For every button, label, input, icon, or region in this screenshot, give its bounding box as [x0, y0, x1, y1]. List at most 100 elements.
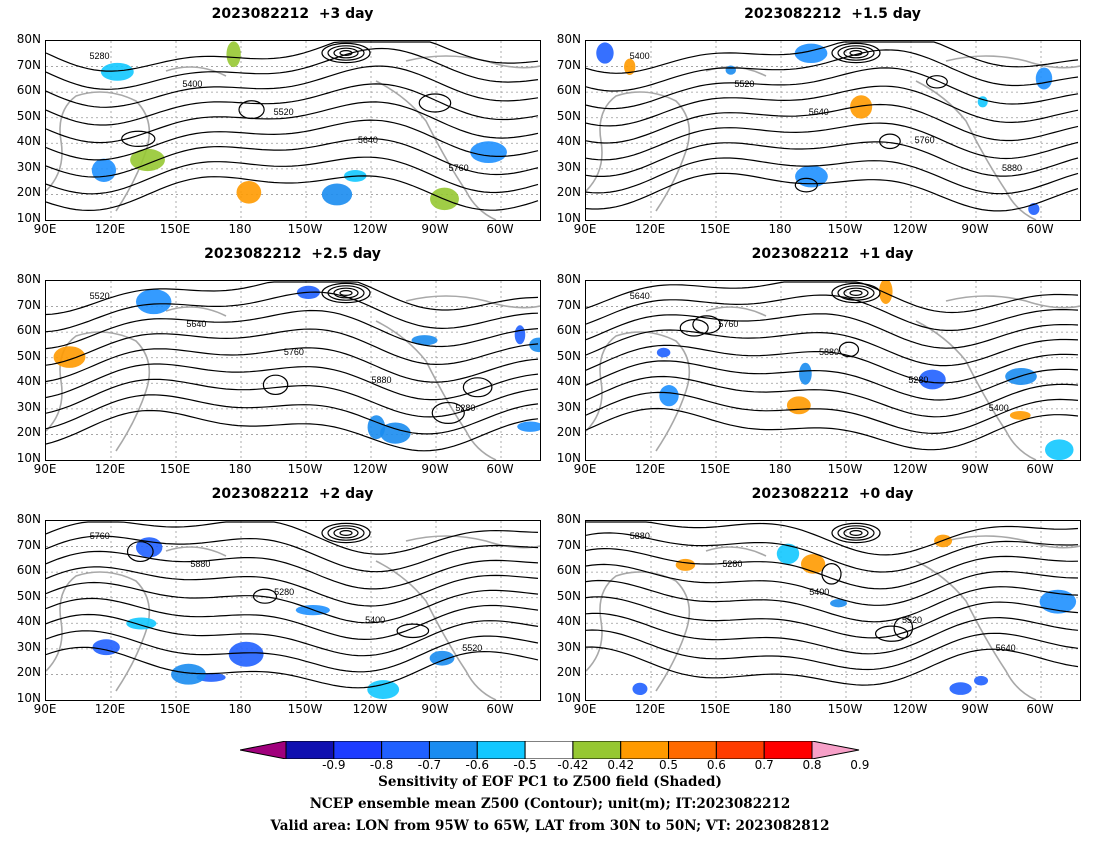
- z500-contour: [586, 157, 1079, 195]
- z500-contour: [46, 175, 539, 212]
- sensitivity-shade: [411, 335, 438, 346]
- z500-contour: [586, 329, 1079, 367]
- lon-tick-label: 120E: [94, 222, 126, 236]
- sensitivity-shade: [429, 650, 455, 666]
- colorbar-tick-label: -0.7: [417, 758, 442, 772]
- z500-contour: [46, 137, 539, 178]
- colorbar-arrow-right: [811, 741, 860, 759]
- colorbar-tick-label: -0.8: [369, 758, 394, 772]
- closed-contour: [121, 130, 156, 147]
- sensitivity-shade: [171, 663, 206, 685]
- lon-tick-label: 90W: [961, 222, 989, 236]
- lat-tick-label: 30N: [16, 639, 41, 654]
- sensitivity-shade: [830, 599, 847, 608]
- colorbar-tick-label: -0.42: [557, 758, 589, 772]
- z500-contour: [46, 566, 539, 607]
- z500-contour: [46, 309, 539, 350]
- sensitivity-shade: [514, 325, 526, 345]
- contour-label: 5280: [90, 51, 110, 61]
- lat-tick-label: 20N: [556, 185, 581, 200]
- contour-label: 5400: [365, 615, 385, 625]
- colorbar-cell: [763, 741, 813, 759]
- closed-contour: [431, 401, 465, 424]
- sensitivity-shade: [596, 42, 614, 64]
- contour-label: 5400: [989, 403, 1009, 413]
- polar-low-contour: [837, 525, 875, 541]
- coastline: [586, 91, 691, 212]
- z500-contour: [586, 67, 1079, 110]
- colorbar-tick-label: 0.5: [658, 758, 679, 772]
- contour-label: 5880: [190, 559, 210, 569]
- z500-contour: [46, 409, 539, 452]
- colorbar-tick-label: 0.9: [850, 758, 870, 772]
- contour-label: 5640: [996, 643, 1016, 653]
- sensitivity-shade: [1035, 67, 1053, 90]
- z500-contour: [46, 363, 539, 401]
- closed-contour: [418, 93, 452, 113]
- lat-tick-label: 70N: [556, 297, 581, 312]
- polar-low-contour: [849, 530, 863, 537]
- lat-tick-label: 10N: [16, 691, 41, 705]
- lon-tick-label: 150W: [827, 462, 863, 476]
- z500-contour: [586, 532, 1079, 573]
- lat-tick-label: 30N: [16, 399, 41, 414]
- lat-tick-label: 20N: [16, 665, 41, 680]
- lat-tick-label: 70N: [556, 537, 581, 552]
- sensitivity-shade: [100, 62, 134, 81]
- lat-tick-label: 20N: [556, 665, 581, 680]
- sensitivity-shade: [675, 558, 696, 571]
- lon-tick-label: 90E: [573, 222, 597, 236]
- lat-tick-label: 60N: [556, 563, 581, 578]
- map-panel-2: 5400 5520 5640 5760 5880: [585, 40, 1081, 221]
- polar-low-contour: [843, 527, 869, 539]
- panel-title-5: 2023082212 +2 day: [211, 486, 374, 502]
- lon-tick-label: 180: [228, 462, 252, 476]
- closed-contour: [462, 377, 493, 398]
- z500-contour: [46, 394, 539, 435]
- contour-label: 5880: [819, 347, 839, 357]
- map-panel-3: 5520 5640 5760 5880 5280: [45, 280, 541, 461]
- contour-label: 5640: [630, 291, 650, 301]
- z500-contour: [586, 313, 1079, 349]
- coastline: [375, 560, 497, 700]
- z500-contour: [46, 521, 539, 555]
- coastline: [375, 80, 497, 220]
- colorbar-cell: [333, 741, 383, 759]
- polar-low-contour: [333, 527, 359, 539]
- lat-tick-label: 20N: [556, 425, 581, 440]
- z500-contour: [586, 85, 1079, 127]
- lat-tick-label: 80N: [16, 512, 41, 526]
- coastline: [375, 320, 497, 460]
- lat-tick-label: 80N: [16, 32, 41, 46]
- lon-tick-label: 150W: [827, 222, 863, 236]
- lat-tick-label: 60N: [16, 83, 41, 98]
- lon-tick-label: 60W: [1026, 222, 1054, 236]
- z500-contour: [586, 281, 1079, 314]
- polar-low-contour: [333, 47, 359, 59]
- colorbar-cell: [285, 741, 335, 759]
- lon-tick-label: 90W: [421, 222, 449, 236]
- closed-contour: [679, 319, 709, 337]
- coastline: [165, 546, 227, 557]
- coastline: [46, 331, 151, 452]
- colorbar-tick-label: 0.6: [706, 758, 726, 772]
- lon-tick-label: 120W: [892, 462, 928, 476]
- z500-contour: [586, 375, 1079, 418]
- closed-contour: [262, 374, 289, 396]
- coastline: [705, 306, 767, 317]
- coastline: [405, 535, 540, 549]
- lat-tick-label: 80N: [556, 32, 581, 46]
- lon-tick-label: 180: [228, 222, 252, 236]
- coastline: [945, 535, 1080, 549]
- closed-contour: [874, 625, 909, 642]
- polar-low-contour: [327, 45, 365, 61]
- panel-title-6: 2023082212 +0 day: [751, 486, 914, 502]
- contour-label: 5760: [915, 135, 935, 145]
- colorbar-tick-label: -0.9: [322, 758, 346, 772]
- sensitivity-shade: [470, 141, 507, 164]
- lon-tick-label: 90E: [573, 702, 597, 716]
- lon-tick-label: 150W: [287, 222, 323, 236]
- contour-label: 5520: [734, 79, 754, 89]
- z500-contour: [586, 407, 1079, 451]
- colorbar-cell: [620, 741, 670, 759]
